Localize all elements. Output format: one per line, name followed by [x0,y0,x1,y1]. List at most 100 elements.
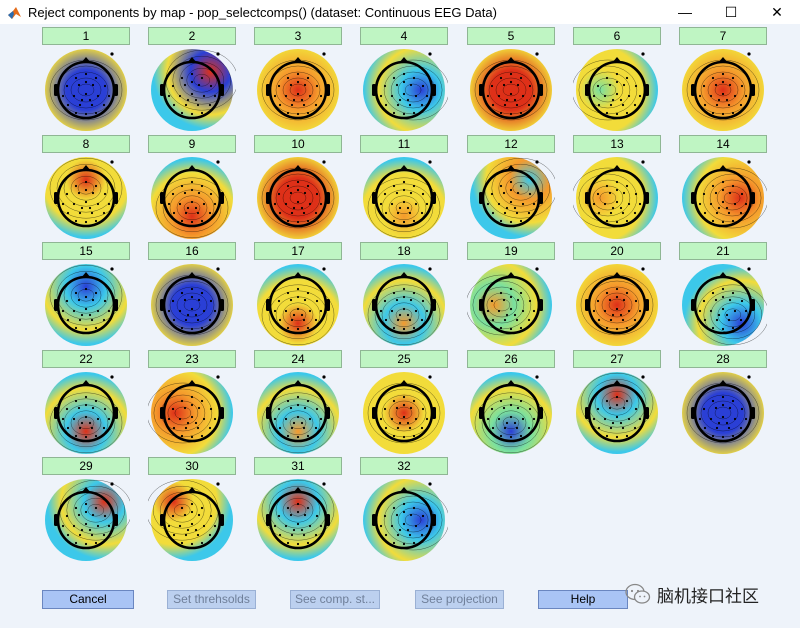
minimize-button[interactable]: — [678,4,692,20]
component-button-8[interactable]: 8 [42,134,130,153]
component-32: 32 [360,454,448,562]
component-button-17[interactable]: 17 [254,242,342,260]
component-21: 21 [679,239,767,347]
component-button-23[interactable]: 23 [148,349,236,368]
scalp-map-2[interactable] [148,46,236,134]
component-button-20[interactable]: 20 [573,242,661,260]
scalp-map-11[interactable] [360,154,448,242]
wechat-icon [625,583,651,604]
component-button-4[interactable]: 4 [360,27,448,45]
scalp-map-25[interactable] [360,369,448,457]
watermark-text: 脑机接口社区 [657,586,759,607]
component-button-12[interactable]: 12 [467,134,555,153]
scalp-map-27[interactable] [573,369,661,457]
component-30: 30 [148,454,236,562]
help-button[interactable]: Help [538,590,628,609]
component-button-19[interactable]: 19 [467,242,555,260]
component-22: 22 [42,347,130,455]
component-1: 1 [42,24,130,132]
scalp-map-16[interactable] [148,261,236,349]
component-button-22[interactable]: 22 [42,349,130,368]
component-button-15[interactable]: 15 [42,242,130,260]
scalp-map-28[interactable] [679,369,767,457]
component-24: 24 [254,347,342,455]
component-button-7[interactable]: 7 [679,27,767,45]
component-button-6[interactable]: 6 [573,27,661,45]
component-button-32[interactable]: 32 [360,457,448,475]
cancel-button[interactable]: Cancel [42,590,134,609]
component-26: 26 [467,347,555,455]
see-projection-button[interactable]: See projection [415,590,504,609]
scalp-map-15[interactable] [42,261,130,349]
scalp-map-5[interactable] [467,46,555,134]
scalp-map-23[interactable] [148,369,236,457]
matlab-icon [8,7,21,19]
component-button-13[interactable]: 13 [573,134,661,153]
scalp-map-8[interactable] [42,154,130,242]
component-button-31[interactable]: 31 [254,457,342,475]
component-button-11[interactable]: 11 [360,134,448,153]
component-10: 10 [254,132,342,240]
scalp-map-24[interactable] [254,369,342,457]
component-17: 17 [254,239,342,347]
scalp-map-3[interactable] [254,46,342,134]
component-button-9[interactable]: 9 [148,134,236,153]
set-thresholds-button[interactable]: Set threhsolds [167,590,256,609]
component-button-24[interactable]: 24 [254,349,342,368]
component-29: 29 [42,454,130,562]
component-button-2[interactable]: 2 [148,27,236,45]
component-20: 20 [573,239,661,347]
close-button[interactable]: ✕ [771,3,783,20]
component-button-29[interactable]: 29 [42,457,130,475]
scalp-map-22[interactable] [42,369,130,457]
maximize-button[interactable]: ☐ [724,3,738,20]
component-button-26[interactable]: 26 [467,349,555,368]
component-grid: 1 2 3 4 5 6 7 8 9 10 11 12 13 14 15 16 17 18 19 20 21 22 23 24 2… [0,24,800,561]
scalp-map-18[interactable] [360,261,448,349]
scalp-map-29[interactable] [42,476,130,564]
component-11: 11 [360,132,448,240]
component-button-14[interactable]: 14 [679,134,767,153]
component-button-1[interactable]: 1 [42,27,130,45]
component-9: 9 [148,132,236,240]
scalp-map-17[interactable] [254,261,342,349]
scalp-map-31[interactable] [254,476,342,564]
component-14: 14 [679,132,767,240]
scalp-map-26[interactable] [467,369,555,457]
component-6: 6 [573,24,661,132]
component-31: 31 [254,454,342,562]
scalp-map-20[interactable] [573,261,661,349]
component-button-16[interactable]: 16 [148,242,236,260]
scalp-map-32[interactable] [360,476,448,564]
component-button-28[interactable]: 28 [679,349,767,368]
scalp-map-19[interactable] [467,261,555,349]
component-button-27[interactable]: 27 [573,349,661,368]
scalp-map-4[interactable] [360,46,448,134]
component-5: 5 [467,24,555,132]
component-button-3[interactable]: 3 [254,27,342,45]
scalp-map-9[interactable] [148,154,236,242]
scalp-map-7[interactable] [679,46,767,134]
scalp-map-1[interactable] [42,46,130,134]
component-button-5[interactable]: 5 [467,27,555,45]
component-button-10[interactable]: 10 [254,134,342,153]
title-bar: Reject components by map - pop_selectcom… [0,0,800,24]
window-title: Reject components by map - pop_selectcom… [28,5,497,20]
component-18: 18 [360,239,448,347]
scalp-map-12[interactable] [467,154,555,242]
scalp-map-14[interactable] [679,154,767,242]
component-19: 19 [467,239,555,347]
component-button-21[interactable]: 21 [679,242,767,260]
scalp-map-30[interactable] [148,476,236,564]
component-button-25[interactable]: 25 [360,349,448,368]
scalp-map-21[interactable] [679,261,767,349]
component-button-30[interactable]: 30 [148,457,236,475]
see-comp-stats-button[interactable]: See comp. st... [290,590,380,609]
scalp-map-13[interactable] [573,154,661,242]
component-button-18[interactable]: 18 [360,242,448,260]
scalp-map-6[interactable] [573,46,661,134]
scalp-map-10[interactable] [254,154,342,242]
component-25: 25 [360,347,448,455]
component-2: 2 [148,24,236,132]
